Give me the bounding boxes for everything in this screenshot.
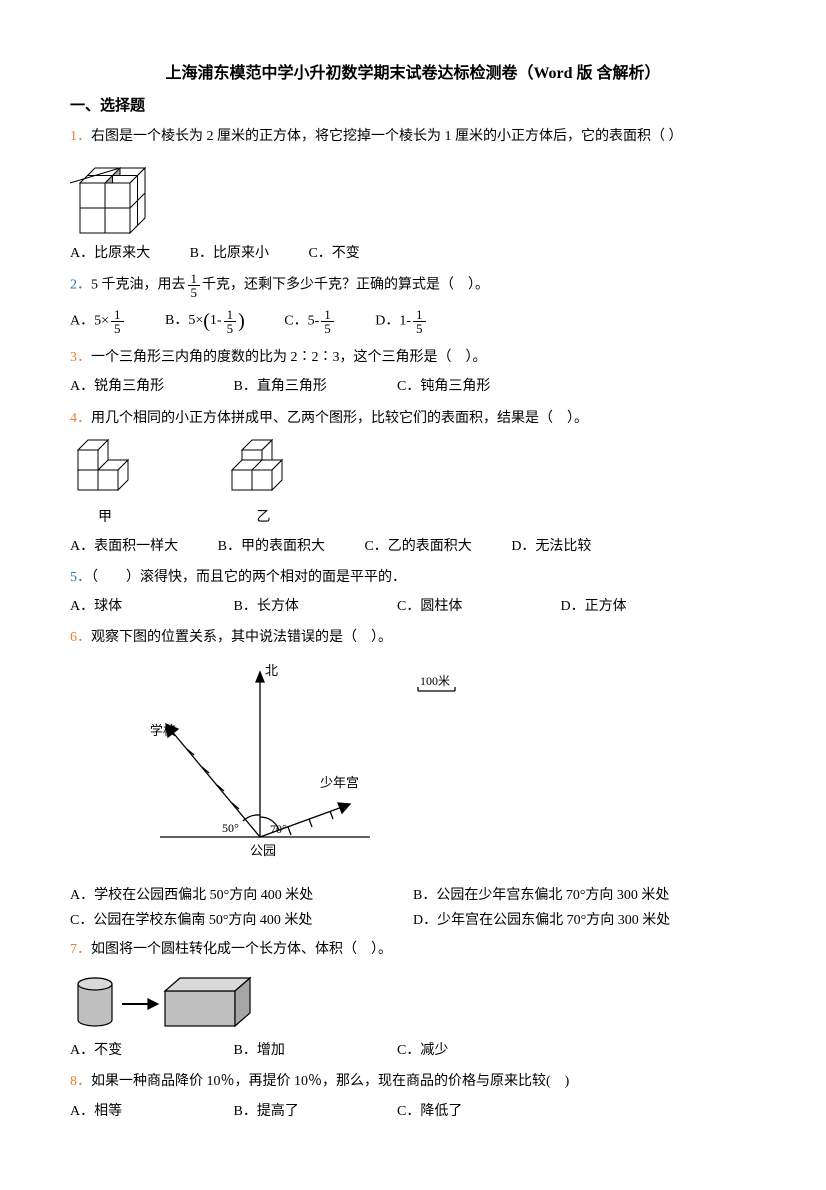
- q5-opt-a: A．球体: [70, 594, 220, 619]
- qnum-5: 5．: [70, 570, 91, 585]
- q8-options: A．相等 B．提高了 C．降低了: [70, 1099, 756, 1124]
- q6-school-label: 学校: [150, 723, 176, 738]
- q4-label-b: 乙: [224, 505, 304, 530]
- q8-opt-b: B．提高了: [234, 1099, 384, 1124]
- qnum-8: 8．: [70, 1074, 91, 1089]
- q6-north-label: 北: [265, 663, 278, 678]
- q2-frac: 15: [188, 272, 201, 299]
- q4-label-a: 甲: [70, 505, 140, 530]
- q2-opt-c: C．5-15: [284, 308, 336, 335]
- q7-text: 如图将一个圆柱转化成一个长方体、体积（ ）。: [91, 942, 392, 957]
- q6-options: A．学校在公园西偏北 50°方向 400 米处 B．公园在少年宫东偏北 70°方…: [70, 883, 756, 933]
- q8-text: 如果一种商品降价 10％，再提价 10％，那么，现在商品的价格与原来比较( ): [91, 1074, 569, 1089]
- q4-opt-c: C．乙的表面积大: [364, 534, 471, 559]
- q1-figure: [70, 153, 756, 239]
- q6-opt-c: C．公园在学校东偏南 50°方向 400 米处: [70, 908, 413, 933]
- question-5: 5．（ ）滚得快，而且它的两个相对的面是平平的．: [70, 565, 756, 590]
- q3-opt-a: A．锐角三角形: [70, 374, 220, 399]
- q6-opt-d: D．少年宫在公园东偏北 70°方向 300 米处: [413, 908, 756, 933]
- question-7: 7．如图将一个圆柱转化成一个长方体、体积（ ）。: [70, 937, 756, 962]
- q5-opt-b: B．长方体: [234, 594, 384, 619]
- q6-opt-a: A．学校在公园西偏北 50°方向 400 米处: [70, 883, 413, 908]
- q6-youth-label: 少年宫: [320, 775, 359, 790]
- q1-opt-c: C．不变: [308, 241, 359, 266]
- q6-figure: 北 学校 少年宫 公园 50° 70° 100米: [110, 657, 756, 877]
- q3-options: A．锐角三角形 B．直角三角形 C．钝角三角形: [70, 374, 756, 399]
- question-2: 2．5 千克油，用去15千克，还剩下多少千克？正确的算式是（ ）。: [70, 272, 756, 299]
- qnum-7: 7．: [70, 942, 91, 957]
- q4-opt-d: D．无法比较: [511, 534, 591, 559]
- page-title: 上海浦东模范中学小升初数学期末试卷达标检测卷（Word 版 含解析）: [70, 60, 756, 89]
- q1-text: 右图是一个棱长为 2 厘米的正方体，将它挖掉一个棱长为 1 厘米的小正方体后，它…: [91, 129, 683, 144]
- qnum-6: 6．: [70, 630, 91, 645]
- q4-figures: 甲 乙: [70, 435, 756, 530]
- q5-opt-c: C．圆柱体: [397, 594, 547, 619]
- q4-opt-b: B．甲的表面积大: [218, 534, 325, 559]
- q6-park-label: 公园: [250, 843, 276, 858]
- q1-opt-b: B．比原来小: [190, 241, 269, 266]
- question-1: 1．右图是一个棱长为 2 厘米的正方体，将它挖掉一个棱长为 1 厘米的小正方体后…: [70, 124, 756, 149]
- q7-figure: [70, 966, 756, 1036]
- q5-opt-d: D．正方体: [561, 594, 711, 619]
- q2-text-b: 千克，还剩下多少千克？正确的算式是（ ）。: [202, 278, 489, 293]
- q1-options: A．比原来大 B．比原来小 C．不变: [70, 241, 756, 266]
- q4-opt-a: A．表面积一样大: [70, 534, 178, 559]
- qnum-3: 3．: [70, 350, 91, 365]
- q2-text-a: 5 千克油，用去: [91, 278, 186, 293]
- q5-options: A．球体 B．长方体 C．圆柱体 D．正方体: [70, 594, 756, 619]
- qnum-1: 1．: [70, 129, 91, 144]
- q6-ang50: 50°: [222, 821, 239, 835]
- qnum-2: 2．: [70, 278, 91, 293]
- q6-opt-b: B．公园在少年宫东偏北 70°方向 300 米处: [413, 883, 756, 908]
- q1-opt-a: A．比原来大: [70, 241, 150, 266]
- qnum-4: 4．: [70, 411, 91, 426]
- q7-options: A．不变 B．增加 C．减少: [70, 1038, 756, 1063]
- q4-text: 用几个相同的小正方体拼成甲、乙两个图形，比较它们的表面积，结果是（ ）。: [91, 411, 588, 426]
- question-4: 4．用几个相同的小正方体拼成甲、乙两个图形，比较它们的表面积，结果是（ ）。: [70, 406, 756, 431]
- q8-opt-a: A．相等: [70, 1099, 220, 1124]
- q5-text: （ ）滚得快，而且它的两个相对的面是平平的．: [91, 570, 406, 585]
- q2-opt-d: D．1-15: [375, 308, 427, 335]
- q2-opt-b: B．5×(1-15): [165, 303, 245, 339]
- q6-text: 观察下图的位置关系，其中说法错误的是（ ）。: [91, 630, 392, 645]
- question-8: 8．如果一种商品降价 10％，再提价 10％，那么，现在商品的价格与原来比较( …: [70, 1069, 756, 1094]
- q2-options: A．5×15 B．5×(1-15) C．5-15 D．1-15: [70, 303, 756, 339]
- q6-ang70: 70°: [270, 822, 287, 836]
- question-6: 6．观察下图的位置关系，其中说法错误的是（ ）。: [70, 625, 756, 650]
- q2-opt-a: A．5×15: [70, 308, 126, 335]
- q6-scale-label: 100米: [420, 674, 450, 688]
- q3-opt-c: C．钝角三角形: [397, 374, 547, 399]
- q3-text: 一个三角形三内角的度数的比为 2∶2∶3，这个三角形是（ ）。: [91, 350, 487, 365]
- q7-opt-a: A．不变: [70, 1038, 220, 1063]
- q4-options: A．表面积一样大 B．甲的表面积大 C．乙的表面积大 D．无法比较: [70, 534, 756, 559]
- q3-opt-b: B．直角三角形: [234, 374, 384, 399]
- q7-opt-c: C．减少: [397, 1038, 547, 1063]
- q7-opt-b: B．增加: [234, 1038, 384, 1063]
- q8-opt-c: C．降低了: [397, 1099, 547, 1124]
- section-heading: 一、选择题: [70, 93, 756, 120]
- question-3: 3．一个三角形三内角的度数的比为 2∶2∶3，这个三角形是（ ）。: [70, 345, 756, 370]
